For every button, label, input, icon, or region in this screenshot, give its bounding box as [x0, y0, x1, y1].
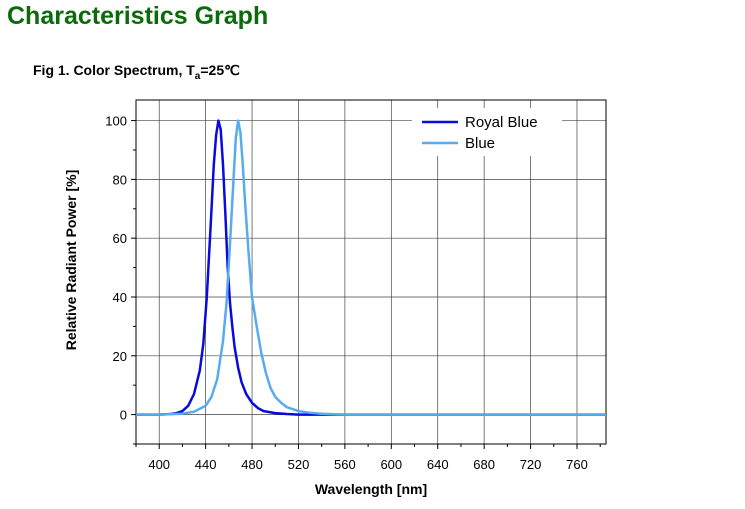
figure-caption: Fig 1. Color Spectrum, Ta=25℃ — [33, 62, 240, 82]
y-axis-label: Relative Radiant Power [%] — [63, 170, 79, 351]
series-line-royal-blue — [136, 119, 606, 416]
x-tick-label: 560 — [334, 457, 356, 472]
x-tick-label: 760 — [566, 457, 588, 472]
legend: Royal Blue Blue — [412, 108, 562, 156]
y-tick-label: 60 — [113, 231, 127, 246]
y-axis-ticks: 0 20 40 60 80 100 — [105, 114, 136, 445]
legend-label-royal-blue: Royal Blue — [465, 114, 538, 131]
x-tick-label: 600 — [380, 457, 402, 472]
y-tick-label: 0 — [120, 408, 127, 423]
y-tick-label: 20 — [113, 349, 127, 364]
series-lines — [136, 119, 606, 416]
page-title: Characteristics Graph — [7, 2, 269, 30]
x-tick-label: 680 — [473, 457, 495, 472]
series-line-blue — [136, 119, 606, 416]
x-tick-label: 440 — [195, 457, 217, 472]
x-tick-label: 480 — [241, 457, 263, 472]
x-tick-label: 400 — [148, 457, 170, 472]
x-tick-label: 640 — [427, 457, 449, 472]
legend-background — [412, 108, 562, 156]
figure-caption-subscript: a — [194, 70, 201, 82]
x-tick-label: 520 — [288, 457, 310, 472]
y-tick-label: 40 — [113, 290, 127, 305]
x-axis-ticks: 400 440 480 520 560 600 640 680 720 760 — [135, 444, 601, 472]
legend-label-blue: Blue — [465, 135, 495, 152]
x-tick-label: 720 — [520, 457, 542, 472]
x-axis-label: Wavelength [nm] — [315, 481, 427, 497]
y-tick-label: 80 — [113, 172, 127, 187]
figure-caption-main: Fig 1. Color Spectrum, T — [33, 62, 195, 78]
y-tick-label: 100 — [105, 114, 127, 129]
figure-caption-condition: =25℃ — [200, 62, 240, 78]
plot-frame — [135, 99, 607, 445]
